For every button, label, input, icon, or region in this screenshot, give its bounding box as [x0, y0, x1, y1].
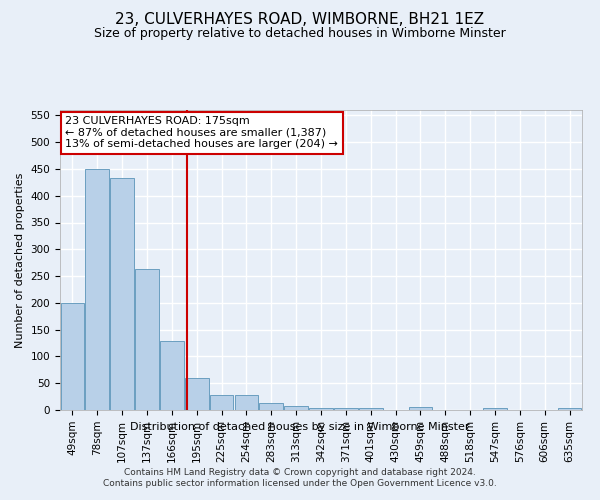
Bar [558, 408, 581, 410]
Text: 23, CULVERHAYES ROAD, WIMBORNE, BH21 1EZ: 23, CULVERHAYES ROAD, WIMBORNE, BH21 1EZ [115, 12, 485, 28]
Bar [235, 395, 258, 410]
Bar [61, 303, 84, 410]
Bar [160, 342, 184, 410]
Bar [135, 269, 159, 410]
Bar [334, 408, 358, 410]
Text: 23 CULVERHAYES ROAD: 175sqm
← 87% of detached houses are smaller (1,387)
13% of : 23 CULVERHAYES ROAD: 175sqm ← 87% of det… [65, 116, 338, 149]
Bar [259, 403, 283, 410]
Bar [185, 378, 209, 410]
Text: Distribution of detached houses by size in Wimborne Minster: Distribution of detached houses by size … [130, 422, 470, 432]
Bar [409, 408, 432, 410]
Y-axis label: Number of detached properties: Number of detached properties [15, 172, 25, 348]
Bar [110, 178, 134, 410]
Bar [483, 408, 507, 410]
Bar [210, 395, 233, 410]
Text: Size of property relative to detached houses in Wimborne Minster: Size of property relative to detached ho… [94, 28, 506, 40]
Text: Contains HM Land Registry data © Crown copyright and database right 2024.
Contai: Contains HM Land Registry data © Crown c… [103, 468, 497, 487]
Bar [85, 169, 109, 410]
Bar [309, 408, 333, 410]
Bar [359, 408, 383, 410]
Bar [284, 406, 308, 410]
